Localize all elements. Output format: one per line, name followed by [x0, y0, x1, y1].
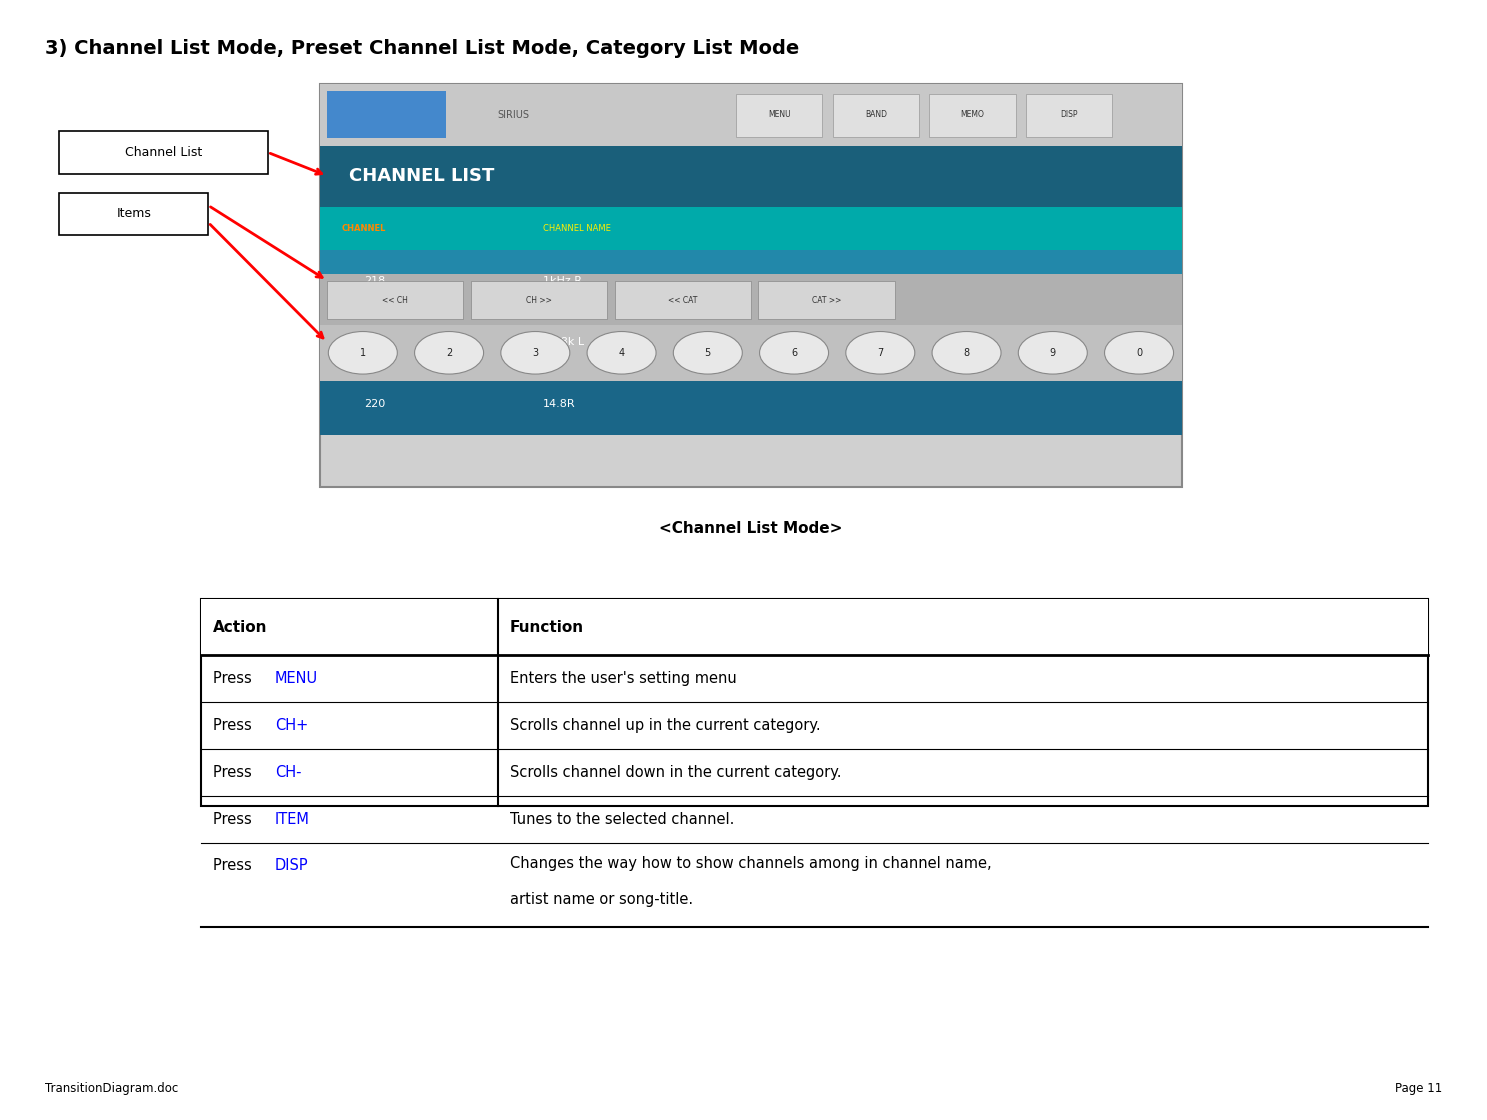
Bar [736, 94, 822, 137]
Bar [320, 146, 1182, 207]
Text: MENU: MENU [767, 110, 791, 120]
Text: 2: 2 [446, 348, 452, 357]
Text: BAND: BAND [865, 110, 886, 120]
Bar [929, 94, 1016, 137]
Text: 1: 1 [360, 348, 366, 357]
Text: ITEM: ITEM [275, 812, 309, 828]
Text: Channel List: Channel List [125, 146, 202, 159]
Bar [327, 91, 446, 138]
Ellipse shape [587, 332, 656, 374]
Text: Page 11: Page 11 [1395, 1082, 1442, 1095]
Text: CH+: CH+ [275, 718, 308, 734]
Text: CHANNEL LIST: CHANNEL LIST [349, 167, 495, 185]
Text: 7: 7 [877, 348, 883, 357]
Text: 14.8R: 14.8R [543, 399, 575, 409]
Text: 218: 218 [364, 276, 385, 286]
Ellipse shape [674, 332, 742, 374]
Text: 1kHz R: 1kHz R [543, 276, 581, 286]
Text: Press: Press [213, 718, 256, 734]
Bar [320, 373, 1182, 435]
Bar [320, 146, 1182, 381]
Bar [320, 250, 1182, 311]
Bar [1026, 94, 1112, 137]
Text: Function: Function [510, 619, 584, 635]
Text: 5: 5 [705, 348, 711, 357]
Text: 4: 4 [619, 348, 625, 357]
Ellipse shape [329, 332, 397, 374]
Bar [201, 599, 1428, 655]
Text: 9: 9 [1050, 348, 1056, 357]
Bar [320, 325, 1182, 381]
Ellipse shape [415, 332, 483, 374]
Text: TransitionDiagram.doc: TransitionDiagram.doc [45, 1082, 178, 1095]
Text: MEMO: MEMO [961, 110, 984, 120]
Text: DISP: DISP [1060, 110, 1078, 120]
Ellipse shape [1019, 332, 1087, 374]
Text: 6: 6 [791, 348, 797, 357]
Text: Press: Press [213, 671, 256, 687]
Bar [320, 274, 1182, 325]
Text: Tunes to the selected channel.: Tunes to the selected channel. [510, 812, 735, 828]
Bar [471, 281, 607, 319]
Text: Press: Press [213, 858, 256, 874]
Bar [201, 599, 1428, 806]
Text: 3) Channel List Mode, Preset Channel List Mode, Category List Mode: 3) Channel List Mode, Preset Channel Lis… [45, 39, 799, 58]
Ellipse shape [501, 332, 570, 374]
Text: 220: 220 [364, 399, 385, 409]
Text: SIRIUS: SIRIUS [497, 110, 529, 120]
Text: 3: 3 [532, 348, 538, 357]
Text: CH-: CH- [275, 765, 302, 781]
Text: CAT >>: CAT >> [812, 296, 842, 305]
Text: Scrolls channel up in the current category.: Scrolls channel up in the current catego… [510, 718, 821, 734]
Bar [1100, 153, 1172, 202]
Bar [320, 84, 1182, 487]
Text: CHANNEL NAME: CHANNEL NAME [543, 224, 611, 233]
Text: Press: Press [213, 765, 256, 781]
Text: 8: 8 [964, 348, 970, 357]
Text: 0: 0 [1136, 348, 1142, 357]
Ellipse shape [932, 332, 1001, 374]
Text: << CAT: << CAT [668, 296, 697, 305]
Text: DISP: DISP [275, 858, 309, 874]
Bar [327, 281, 464, 319]
Text: Press: Press [213, 812, 256, 828]
Bar [833, 94, 919, 137]
Ellipse shape [760, 332, 828, 374]
Bar [59, 131, 268, 174]
Text: Items: Items [116, 207, 152, 221]
Text: 219: 219 [364, 337, 385, 347]
Text: Scrolls channel down in the current category.: Scrolls channel down in the current cate… [510, 765, 842, 781]
Ellipse shape [846, 332, 915, 374]
Text: <Channel List Mode>: <Channel List Mode> [659, 521, 843, 535]
Text: MENU: MENU [275, 671, 318, 687]
Text: << CH: << CH [382, 296, 409, 305]
Text: CH >>: CH >> [526, 296, 552, 305]
Text: artist name or song-title.: artist name or song-title. [510, 892, 693, 907]
Text: 14.8k L: 14.8k L [543, 337, 584, 347]
Ellipse shape [1105, 332, 1173, 374]
Bar [320, 84, 1182, 146]
Text: Action: Action [213, 619, 268, 635]
Bar [758, 281, 895, 319]
Text: CHANNEL: CHANNEL [342, 224, 387, 233]
Bar [320, 207, 1182, 250]
Text: Enters the user's setting menu: Enters the user's setting menu [510, 671, 736, 687]
Bar [59, 193, 208, 235]
Bar [320, 311, 1182, 373]
Text: Changes the way how to show channels among in channel name,: Changes the way how to show channels amo… [510, 856, 992, 871]
Bar [614, 281, 751, 319]
